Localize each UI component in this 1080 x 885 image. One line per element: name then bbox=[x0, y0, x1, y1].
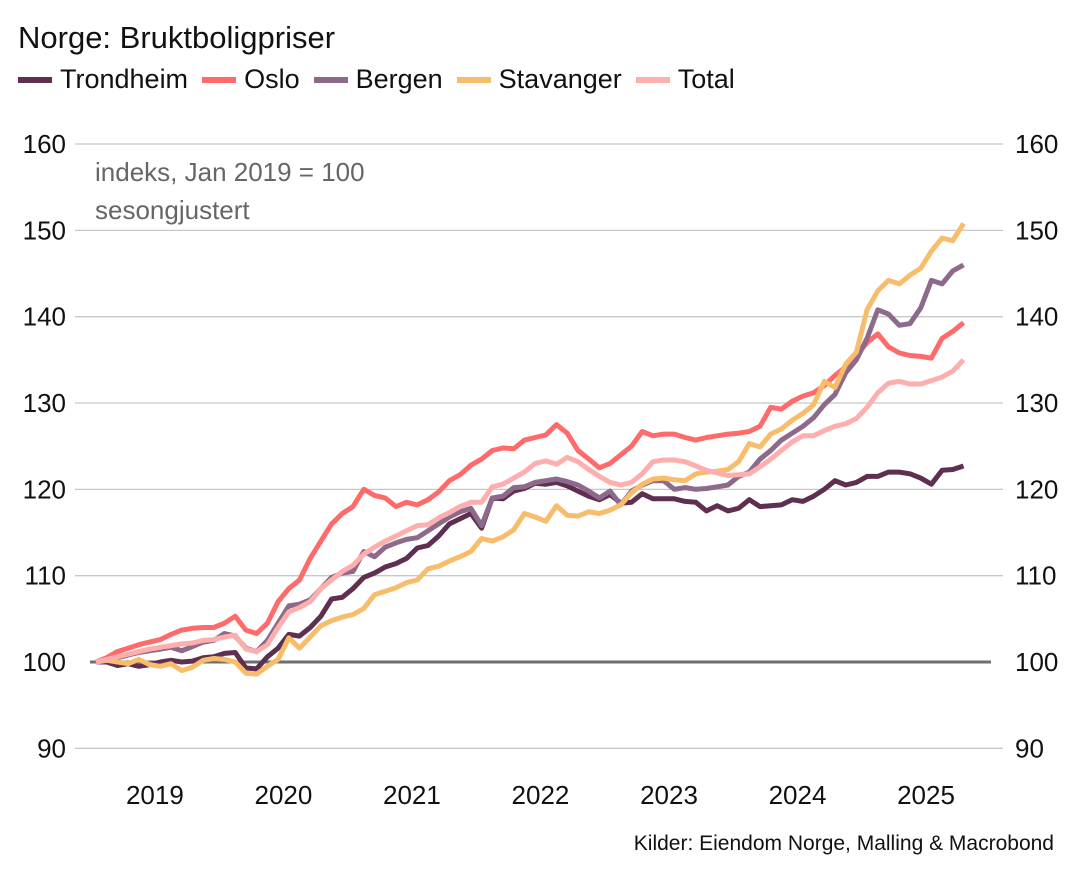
y-tick-label-right: 140 bbox=[1015, 302, 1058, 332]
y-tick-label-right: 160 bbox=[1015, 129, 1058, 159]
legend-label: Trondheim bbox=[60, 64, 189, 94]
legend-swatch bbox=[202, 76, 237, 83]
source-note: Kilder: Eiendom Norge, Malling & Macrobo… bbox=[633, 832, 1054, 855]
legend-item-oslo: Oslo bbox=[202, 64, 300, 95]
y-tick-label-left: 100 bbox=[23, 647, 66, 677]
y-tick-label-right: 90 bbox=[1015, 733, 1044, 763]
series-line-stavanger bbox=[95, 222, 966, 677]
legend: Trondheim Oslo Bergen Stavanger Total bbox=[18, 64, 735, 95]
y-tick-label-left: 160 bbox=[23, 129, 66, 159]
legend-label: Oslo bbox=[244, 64, 300, 94]
y-tick-label-left: 90 bbox=[37, 733, 66, 763]
series-line-total bbox=[95, 358, 966, 665]
annotation-seasonal: sesongjustert bbox=[95, 195, 250, 225]
legend-item-bergen: Bergen bbox=[313, 64, 443, 95]
legend-item-total: Total bbox=[635, 64, 735, 95]
x-tick-label: 2021 bbox=[383, 780, 441, 810]
x-tick-label: 2024 bbox=[769, 780, 827, 810]
legend-item-trondheim: Trondheim bbox=[18, 64, 188, 95]
legend-item-stavanger: Stavanger bbox=[456, 64, 622, 95]
y-tick-label-right: 120 bbox=[1015, 474, 1058, 504]
series-line-bergen bbox=[95, 262, 965, 665]
y-tick-label-left: 130 bbox=[23, 388, 66, 418]
x-tick-label: 2019 bbox=[126, 780, 184, 810]
y-tick-label-right: 110 bbox=[1015, 561, 1056, 591]
legend-swatch bbox=[313, 76, 348, 83]
y-tick-label-left: 120 bbox=[23, 474, 66, 504]
y-tick-label-left: 150 bbox=[23, 215, 66, 245]
chart-title: Norge: Bruktboligpriser bbox=[18, 20, 336, 55]
x-tick-label: 2025 bbox=[897, 780, 955, 810]
legend-label: Bergen bbox=[355, 64, 443, 94]
y-tick-label-right: 100 bbox=[1015, 647, 1058, 677]
y-tick-label-left: 140 bbox=[23, 302, 66, 332]
legend-label: Stavanger bbox=[498, 64, 622, 94]
y-tick-label-right: 130 bbox=[1015, 388, 1058, 418]
legend-swatch bbox=[635, 76, 670, 83]
legend-swatch bbox=[18, 76, 52, 83]
series-line-oslo bbox=[95, 320, 966, 665]
y-tick-label-right: 150 bbox=[1015, 215, 1058, 245]
x-tick-label: 2022 bbox=[512, 780, 570, 810]
legend-swatch bbox=[456, 76, 491, 83]
annotation-index: indeks, Jan 2019 = 100 bbox=[95, 157, 365, 187]
legend-label: Total bbox=[677, 64, 735, 94]
x-tick-label: 2023 bbox=[640, 780, 698, 810]
y-tick-label-left: 110 bbox=[25, 561, 66, 591]
x-tick-label: 2020 bbox=[255, 780, 313, 810]
